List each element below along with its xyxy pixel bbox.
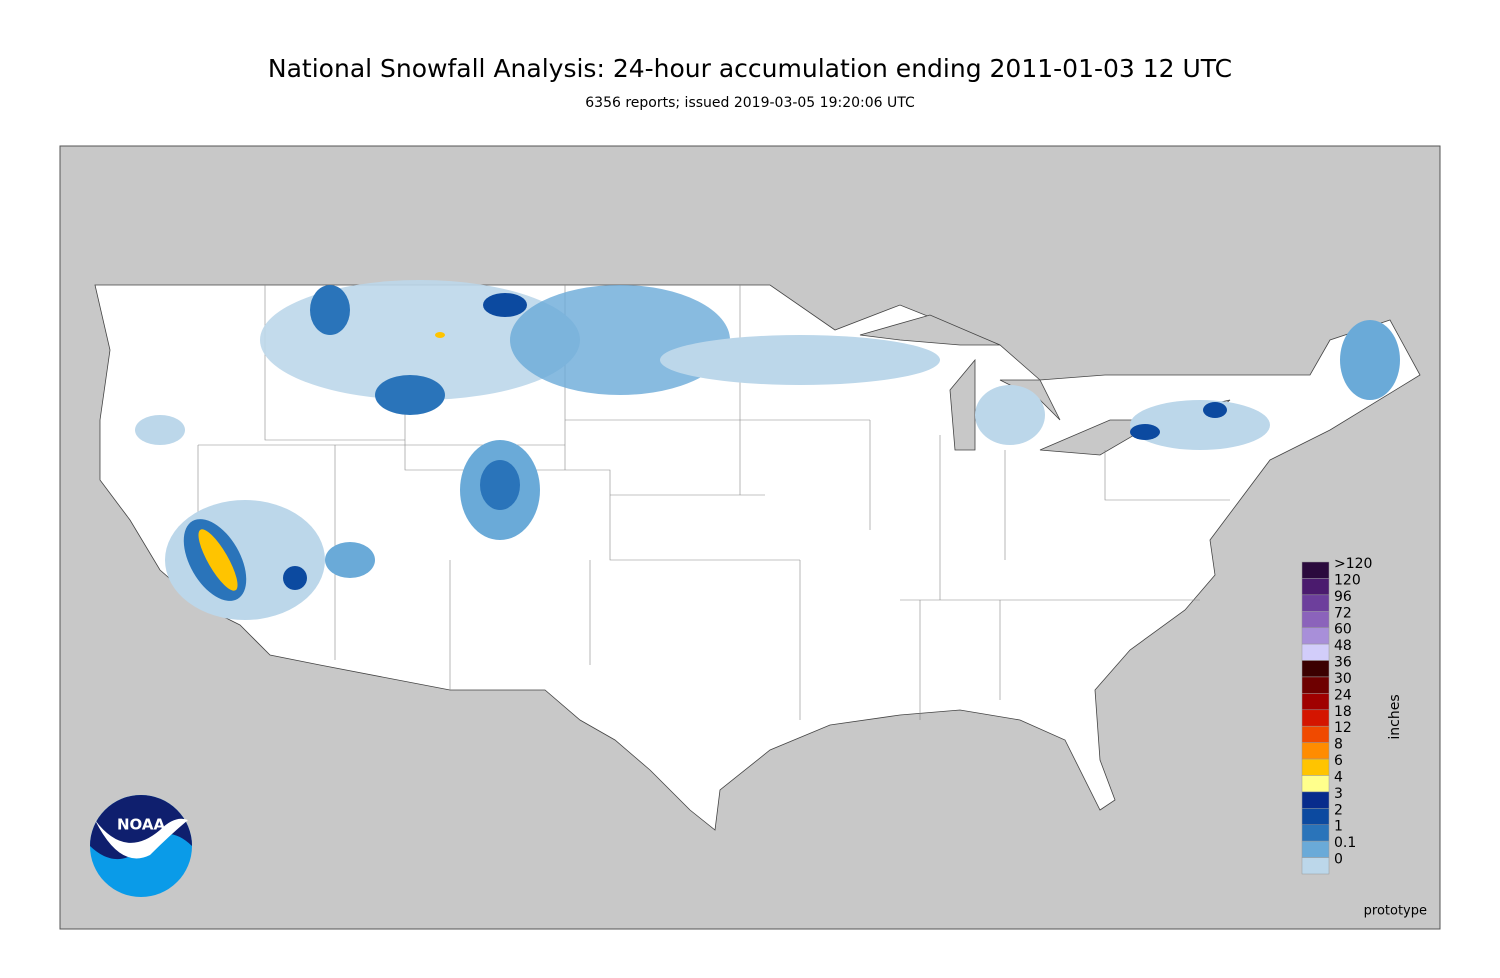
legend-label: 48 bbox=[1334, 638, 1352, 654]
legend-swatch bbox=[1301, 578, 1330, 596]
legend-label: 36 bbox=[1334, 655, 1352, 671]
snow-areas bbox=[135, 280, 1400, 620]
legend-swatch bbox=[1301, 824, 1330, 842]
legend-swatch bbox=[1301, 808, 1330, 825]
legend-swatch bbox=[1301, 840, 1330, 858]
legend-swatch bbox=[1301, 857, 1330, 875]
legend-label: 8 bbox=[1334, 737, 1343, 753]
legend-label: 24 bbox=[1334, 687, 1352, 703]
legend-label: 120 bbox=[1334, 572, 1361, 588]
map: NOAA prototype bbox=[59, 145, 1441, 930]
legend-swatch bbox=[1301, 742, 1330, 760]
legend-swatch bbox=[1301, 725, 1330, 743]
legend-label: 0.1 bbox=[1334, 835, 1356, 851]
legend-label: 96 bbox=[1334, 589, 1352, 605]
legend-title: inches bbox=[1387, 694, 1403, 739]
legend-swatch bbox=[1301, 627, 1330, 645]
legend-label: 3 bbox=[1334, 786, 1343, 802]
legend-swatch bbox=[1301, 611, 1330, 628]
legend-swatch bbox=[1301, 594, 1330, 612]
legend-swatch bbox=[1301, 676, 1330, 694]
legend-label: >120 bbox=[1334, 556, 1372, 572]
legend-swatch bbox=[1301, 643, 1330, 661]
legend-label: 12 bbox=[1334, 720, 1352, 736]
legend-swatch bbox=[1301, 561, 1330, 579]
subtitle: 6356 reports; issued 2019-03-05 19:20:06… bbox=[585, 95, 915, 111]
legend-label: 2 bbox=[1334, 802, 1343, 818]
conus bbox=[94, 284, 1421, 831]
legend-label: 60 bbox=[1334, 622, 1352, 638]
legend-label: 30 bbox=[1334, 671, 1352, 687]
legend-swatch bbox=[1301, 775, 1330, 793]
legend-swatch bbox=[1301, 660, 1330, 678]
noaa-logo: NOAA bbox=[90, 795, 192, 897]
note: prototype bbox=[1364, 904, 1427, 919]
legend-label: 4 bbox=[1334, 769, 1343, 785]
legend-swatch bbox=[1301, 709, 1330, 727]
logo-text: NOAA bbox=[117, 816, 166, 834]
legend-label: 6 bbox=[1334, 753, 1343, 769]
legend-label: 0 bbox=[1334, 852, 1343, 868]
legend-label: 18 bbox=[1334, 704, 1352, 720]
legend-label: 1 bbox=[1334, 819, 1343, 835]
legend-label: 72 bbox=[1334, 605, 1352, 621]
legend-swatch bbox=[1301, 791, 1330, 809]
legend-swatch bbox=[1301, 693, 1330, 711]
legend: inches >1201209672604836302418128643210.… bbox=[1301, 556, 1403, 875]
title: National Snowfall Analysis: 24-hour accu… bbox=[268, 54, 1232, 83]
legend-swatch bbox=[1301, 758, 1330, 776]
